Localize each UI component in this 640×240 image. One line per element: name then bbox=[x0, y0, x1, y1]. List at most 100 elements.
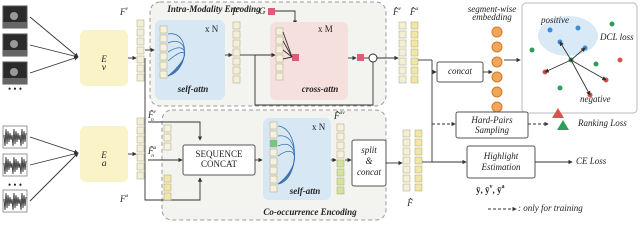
feature-cell bbox=[414, 129, 423, 138]
symbol-base: F̂ bbox=[392, 7, 399, 17]
repeat: x N bbox=[312, 122, 326, 132]
symbol-base: F̂ bbox=[409, 7, 416, 17]
symbol-base: E bbox=[100, 150, 107, 160]
feature-cell bbox=[136, 64, 145, 73]
feature-cell bbox=[232, 48, 241, 57]
symbol-base: F̃ bbox=[147, 110, 154, 120]
symbol-label: F̂av bbox=[333, 110, 345, 121]
thumb-ground bbox=[3, 22, 27, 28]
embedding bbox=[491, 101, 503, 113]
embedding-point bbox=[547, 27, 553, 33]
feature-cell bbox=[136, 126, 145, 135]
thumb-ground bbox=[3, 78, 27, 84]
split-concat-label: & bbox=[365, 156, 372, 166]
symbol-label: F̂ bbox=[406, 198, 413, 208]
arrow bbox=[431, 60, 437, 75]
feature-cell bbox=[136, 55, 145, 64]
feature-cell bbox=[232, 39, 241, 48]
feature-cell bbox=[414, 165, 423, 174]
waveform bbox=[3, 192, 27, 211]
joint-cell bbox=[336, 177, 345, 186]
joint-cell bbox=[336, 168, 345, 177]
symbol-label: F̂a bbox=[409, 6, 419, 17]
highlight-label: Highlight bbox=[483, 151, 519, 161]
joint-cell bbox=[336, 186, 345, 195]
embedding-point bbox=[575, 25, 581, 31]
feature-cell bbox=[269, 157, 278, 166]
symbol-base: F̂ bbox=[333, 111, 340, 121]
joint-cell bbox=[336, 123, 345, 132]
connector bbox=[282, 31, 293, 58]
feature-cell bbox=[398, 75, 407, 84]
feature-cell bbox=[398, 48, 407, 57]
arrow bbox=[29, 44, 79, 59]
repeat: x N bbox=[205, 24, 219, 34]
prediction-base: ȳ, ȳ bbox=[476, 185, 490, 195]
feature-cell bbox=[159, 70, 168, 79]
feature-cell bbox=[163, 142, 172, 151]
feature-cell bbox=[275, 54, 284, 63]
feature-cell bbox=[402, 129, 411, 138]
prediction-base: , ȳ bbox=[493, 185, 503, 195]
feature-cell bbox=[136, 153, 145, 162]
arrow bbox=[144, 154, 203, 201]
feature-cell bbox=[402, 147, 411, 156]
feature-cell bbox=[136, 135, 145, 144]
feature-cell bbox=[159, 52, 168, 61]
guide-cell bbox=[268, 8, 275, 15]
ellipsis: • • • bbox=[8, 84, 22, 94]
feature-cell bbox=[398, 39, 407, 48]
symbol-label: F̃a n bbox=[147, 145, 157, 159]
feature-cell bbox=[269, 166, 278, 175]
feature-cell bbox=[398, 57, 407, 66]
feature-cell bbox=[159, 25, 168, 34]
feature-cell bbox=[163, 183, 172, 192]
cross-out bbox=[357, 54, 364, 61]
feature-cell bbox=[269, 184, 278, 193]
embedding bbox=[491, 41, 503, 53]
dcl-loss: DCL loss bbox=[599, 32, 634, 42]
sequence-concat-label: CONCAT bbox=[201, 159, 238, 169]
embedding-point bbox=[617, 57, 623, 63]
feature-cell bbox=[136, 46, 145, 55]
feature-cell bbox=[275, 63, 284, 72]
box bbox=[80, 30, 128, 86]
feature-cell bbox=[410, 39, 419, 48]
embedding-point bbox=[593, 61, 599, 67]
arrow bbox=[570, 59, 607, 81]
arrow bbox=[148, 121, 203, 141]
thumb-figure bbox=[10, 68, 18, 76]
feature-cell bbox=[159, 34, 168, 43]
symbol-sub: n bbox=[151, 153, 154, 159]
arrow bbox=[29, 152, 79, 202]
arrow bbox=[570, 59, 591, 96]
highlight-label: Estimation bbox=[480, 162, 521, 172]
guide: G bbox=[259, 6, 266, 16]
query-cell bbox=[292, 54, 299, 61]
feature-cell bbox=[269, 175, 278, 184]
symbol-sub: n bbox=[151, 117, 154, 123]
concat-label: concat bbox=[448, 66, 472, 76]
waveform bbox=[3, 128, 27, 147]
feature-cell bbox=[398, 30, 407, 39]
box bbox=[455, 111, 529, 139]
ce-loss: CE Loss bbox=[576, 156, 607, 166]
feature-cell bbox=[402, 138, 411, 147]
feature-cell bbox=[414, 174, 423, 183]
feature-cell bbox=[269, 130, 278, 139]
feature-cell bbox=[232, 57, 241, 66]
symbol-sub: a bbox=[102, 158, 107, 169]
symbol-label: F̃v n bbox=[147, 109, 157, 123]
split-concat-label: concat bbox=[357, 167, 381, 177]
ranking-loss: Ranking Loss bbox=[577, 118, 627, 128]
feature-cell bbox=[414, 183, 423, 192]
arrow bbox=[29, 136, 79, 154]
symbol-label: Fa bbox=[119, 193, 129, 204]
feature-cell bbox=[136, 171, 145, 180]
feature-cell bbox=[410, 30, 419, 39]
feature-cell bbox=[232, 75, 241, 84]
arrow bbox=[275, 10, 298, 25]
feature-cell bbox=[414, 156, 423, 165]
feature-cell bbox=[136, 162, 145, 171]
